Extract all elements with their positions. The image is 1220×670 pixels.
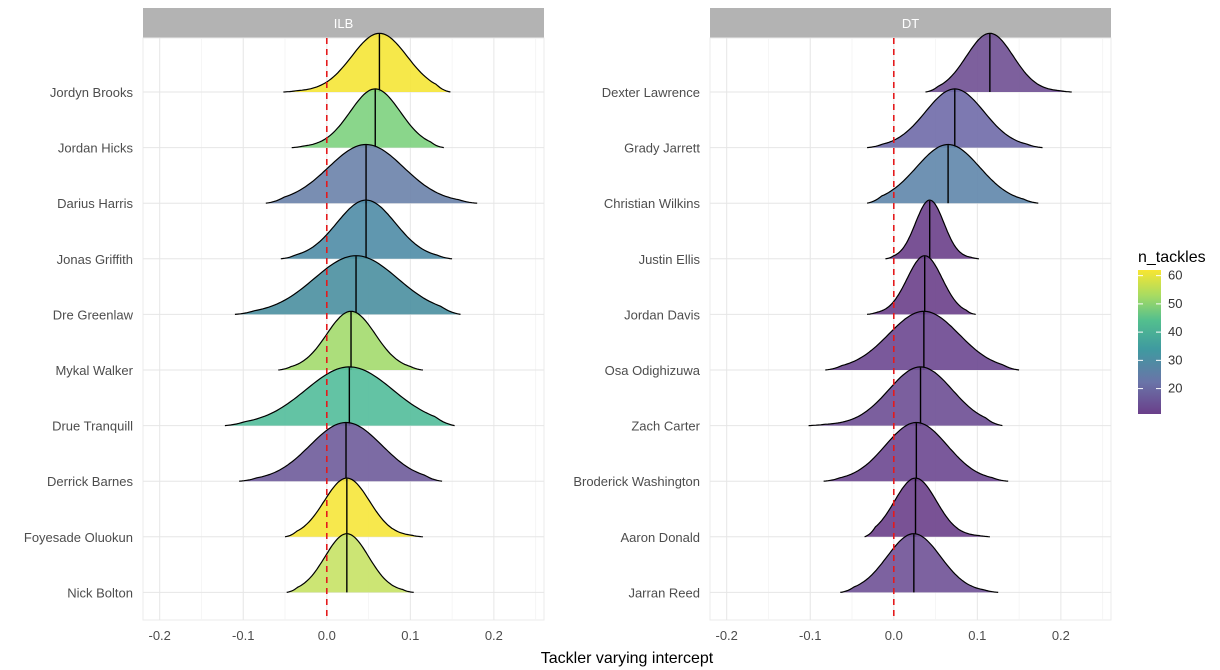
y-label-player: Foyesade Oluokun (24, 530, 133, 545)
ridge-outline (840, 533, 999, 593)
y-label-player: Justin Ellis (639, 252, 701, 267)
y-label-player: Dexter Lawrence (602, 85, 700, 100)
y-label-player: Grady Jarrett (624, 141, 700, 156)
x-axis-title: Tackler varying intercept (541, 650, 714, 667)
panel-ilb: ILB Jordyn Brooks Jordan Hicks Darius Harr… (24, 8, 545, 643)
legend-tick-label: 30 (1168, 352, 1182, 367)
ridge-fill (239, 422, 443, 482)
x-tick-label: 0.1 (968, 628, 986, 643)
ridge-outline (265, 143, 478, 204)
y-label-player: Jordan Davis (624, 307, 700, 322)
ridge-outline (867, 88, 1043, 149)
ridge-fill (825, 311, 1020, 370)
x-ticks-dt: -0.2 -0.1 0.0 0.1 0.2 (716, 628, 1070, 643)
legend-ticks: 20 30 40 50 60 (1138, 268, 1182, 396)
y-label-player: Jarran Reed (628, 585, 700, 600)
ridge-fill (867, 144, 1039, 204)
y-label-player: Derrick Barnes (47, 474, 133, 489)
legend-tick-label: 20 (1168, 381, 1182, 396)
y-labels-dt: Dexter Lawrence Grady Jarrett Christian Wi… (573, 85, 700, 600)
ridge-outline (808, 366, 1003, 427)
ridge-outline (925, 32, 1072, 93)
x-tick-label: -0.1 (799, 628, 821, 643)
x-tick-label: 0.2 (1052, 628, 1070, 643)
ridge-outline (280, 199, 453, 260)
ridges-dt (808, 32, 1072, 620)
ridge-outline (291, 88, 444, 149)
legend-tick-label: 60 (1168, 268, 1182, 283)
x-tick-label: -0.2 (716, 628, 738, 643)
ridge-outline (866, 143, 1039, 204)
y-label-player: Zach Carter (631, 419, 700, 434)
y-label-player: Drue Tranquill (52, 419, 133, 434)
ridge-fill (867, 255, 976, 315)
y-label-player: Mykal Walker (55, 363, 133, 378)
x-tick-label: -0.2 (149, 628, 171, 643)
ridge-outline (885, 199, 980, 260)
y-label-player: Jordan Hicks (58, 141, 134, 156)
y-label-player: Osa Odighizuwa (605, 363, 701, 378)
ridge-outline (284, 477, 423, 538)
y-label-player: Jordyn Brooks (50, 85, 134, 100)
ridge-outline (864, 477, 990, 538)
strip-dt (710, 8, 1111, 38)
ridge-fill (283, 33, 451, 92)
ridge-fill (224, 366, 455, 426)
ridge-outline (823, 421, 1009, 482)
x-tick-label: 0.2 (485, 628, 503, 643)
ridge-fill (265, 144, 478, 204)
x-ticks-ilb: -0.2 -0.1 0.0 0.1 0.2 (149, 628, 503, 643)
ridge-fill (234, 255, 461, 315)
y-label-player: Darius Harris (57, 196, 133, 211)
ridge-outline (825, 310, 1020, 371)
strip-label-ilb: ILB (334, 16, 354, 31)
strip-ilb (143, 8, 544, 38)
x-tick-label: -0.1 (232, 628, 254, 643)
x-tick-label: 0.0 (318, 628, 336, 643)
legend: n_tackles 20 30 40 50 60 (1138, 249, 1206, 414)
y-label-player: Broderick Washington (573, 474, 700, 489)
legend-title: n_tackles (1138, 249, 1206, 266)
y-label-player: Christian Wilkins (604, 196, 701, 211)
ridge-outline (239, 421, 443, 482)
ridge-outline (867, 255, 976, 315)
panel-dt: DT Dexter Lawrence Grady Jarrett Christian… (573, 8, 1112, 643)
ridge-fill (885, 200, 979, 259)
x-tick-label: 0.0 (885, 628, 903, 643)
ridge-fill (808, 366, 1003, 426)
x-tick-label: 0.1 (401, 628, 419, 643)
ridge-fill (285, 478, 423, 537)
ridge-fill (925, 33, 1072, 92)
ridge-outline (278, 310, 423, 371)
y-label-player: Nick Bolton (67, 585, 133, 600)
ridge-outline (283, 32, 451, 93)
y-label-player: Jonas Griffith (57, 252, 133, 267)
ridge-fill (291, 88, 444, 148)
ridge-outline (224, 366, 455, 427)
y-label-player: Aaron Donald (621, 530, 701, 545)
legend-tick-label: 40 (1168, 324, 1182, 339)
y-label-player: Dre Greenlaw (53, 307, 134, 322)
strip-label-dt: DT (902, 16, 919, 31)
ridges-ilb (224, 32, 478, 620)
ridge-outline (286, 533, 414, 593)
legend-tick-label: 50 (1168, 296, 1182, 311)
ridge-fill (286, 533, 414, 593)
ridge-fill (864, 478, 990, 537)
ridge-outline (234, 255, 461, 315)
legend-colorbar (1138, 270, 1161, 414)
y-labels-ilb: Jordyn Brooks Jordan Hicks Darius Harris Jo… (24, 85, 134, 600)
